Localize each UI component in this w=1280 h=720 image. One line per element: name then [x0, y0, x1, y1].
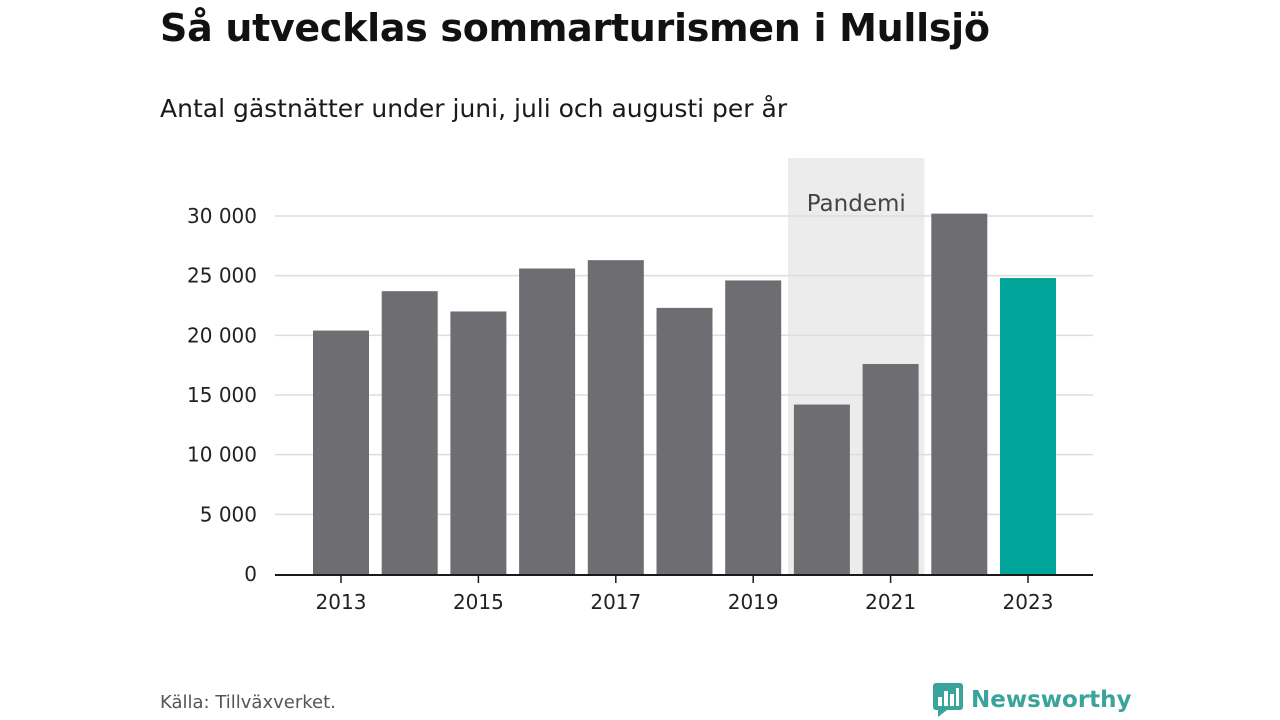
bar-2017	[587, 260, 644, 574]
bar-2022	[931, 213, 988, 574]
x-axis	[275, 574, 1093, 583]
bar-2019	[725, 280, 782, 574]
bar-2015	[450, 311, 507, 574]
source-note: Källa: Tillväxverket.	[160, 692, 336, 713]
pandemic-label: Pandemi	[807, 191, 906, 217]
y-tick-label: 0	[244, 562, 257, 586]
y-tick-label: 5 000	[200, 502, 257, 526]
x-tick-label: 2023	[1003, 590, 1054, 614]
x-tick-label: 2019	[728, 590, 779, 614]
x-tick-label: 2015	[453, 590, 504, 614]
x-axis-labels: 2013 2015 2017 2019 2021 2023	[316, 590, 1054, 614]
bars	[313, 213, 1056, 574]
bar-2020	[793, 404, 850, 574]
y-tick-label: 15 000	[187, 383, 257, 407]
y-tick-label: 25 000	[187, 264, 257, 288]
newsworthy-logo-icon	[933, 683, 963, 717]
bar-2014	[381, 291, 438, 574]
bar-2016	[519, 268, 576, 574]
brand-name: Newsworthy	[971, 687, 1132, 713]
bar-2013	[313, 330, 369, 574]
bar-2021	[862, 363, 919, 574]
x-tick-label: 2017	[590, 590, 641, 614]
x-tick-label: 2013	[316, 590, 367, 614]
chart-title: Så utvecklas sommarturismen i Mullsjö	[160, 6, 990, 50]
chart-subtitle: Antal gästnätter under juni, juli och au…	[160, 94, 788, 123]
y-tick-label: 20 000	[187, 323, 257, 347]
x-tick-label: 2021	[865, 590, 916, 614]
bar-2018	[656, 307, 713, 574]
y-tick-label: 30 000	[187, 204, 257, 228]
bar-2023	[1000, 278, 1056, 574]
y-axis-labels: 0 5 000 10 000 15 000 20 000 25 000 30 000	[187, 204, 257, 586]
brand-logo: Newsworthy	[933, 683, 1132, 717]
y-tick-label: 10 000	[187, 443, 257, 467]
